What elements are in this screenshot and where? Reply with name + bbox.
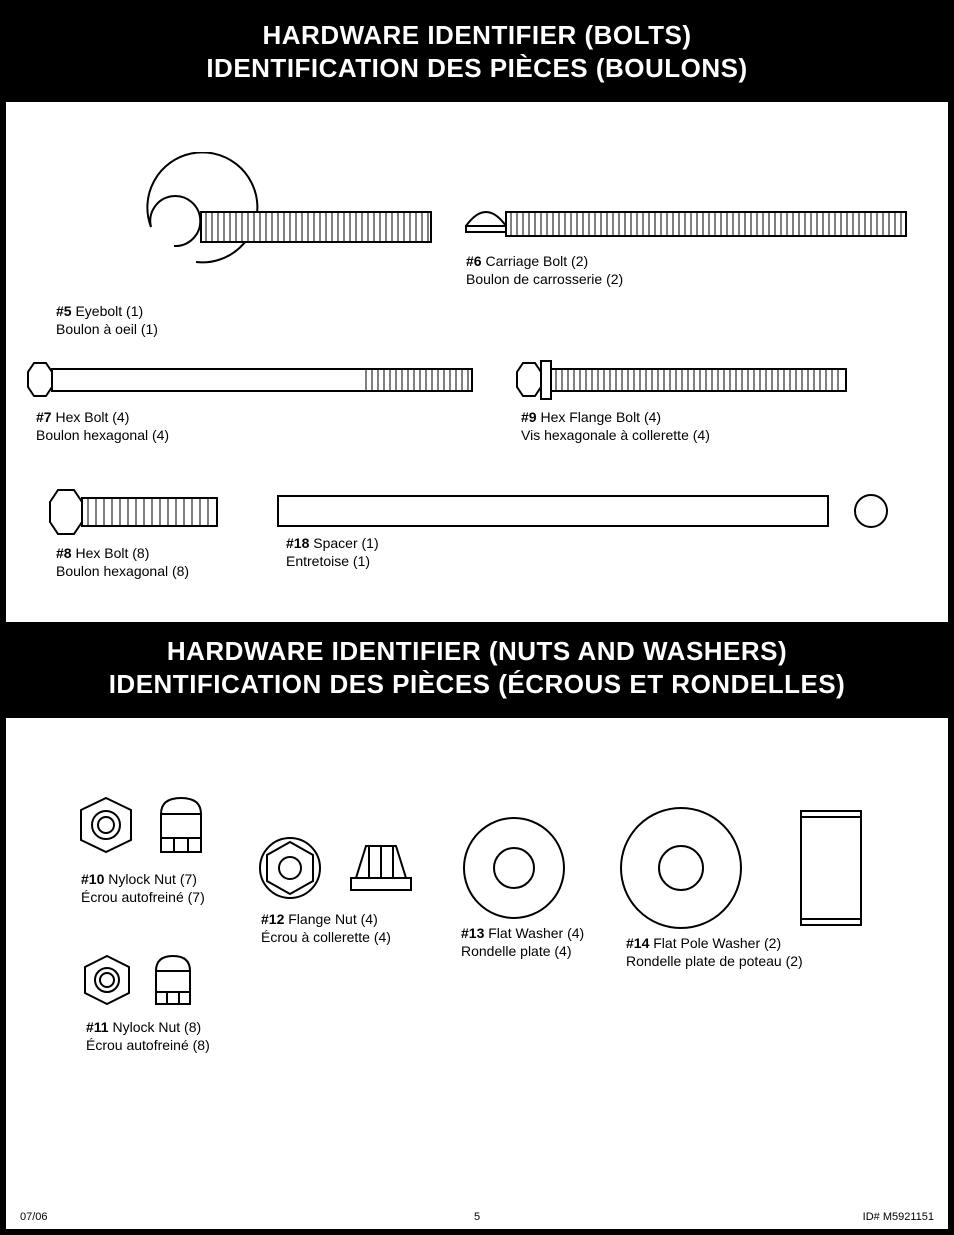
hex-long-en: Hex Bolt (4) (55, 409, 129, 425)
hex-long-ref: #7 (36, 409, 52, 425)
flange-bolt-illustration (511, 357, 851, 407)
eyebolt-ref: #5 (56, 303, 72, 319)
flat-washer-label: #13 Flat Washer (4) Rondelle plate (4) (461, 924, 584, 960)
carriage-bolt-illustration (456, 192, 916, 252)
hex-short-ref: #8 (56, 545, 72, 561)
nylock-small-label: #11 Nylock Nut (8) Écrou autofreiné (8) (86, 1018, 210, 1054)
hex-short-en: Hex Bolt (8) (75, 545, 149, 561)
flange-nut-illustration (256, 828, 426, 908)
spacer-ref: #18 (286, 535, 309, 551)
footer-date: 07/06 (20, 1211, 48, 1223)
flange-nut-ref: #12 (261, 911, 284, 927)
header-nuts: HARDWARE IDENTIFIER (NUTS AND WASHERS) I… (6, 622, 948, 718)
header-nuts-subtitle: IDENTIFICATION DES PIÈCES (ÉCROUS ET RON… (16, 669, 938, 700)
section-nuts: #10 Nylock Nut (7) Écrou autofreiné (7) (6, 718, 948, 1148)
spacer-en: Spacer (1) (313, 535, 378, 551)
nylock-small-fr: Écrou autofreiné (8) (86, 1037, 210, 1053)
header-nuts-title: HARDWARE IDENTIFIER (NUTS AND WASHERS) (16, 636, 938, 667)
header-bolts-subtitle: IDENTIFICATION DES PIÈCES (BOULONS) (16, 53, 938, 84)
spacer-fr: Entretoise (1) (286, 553, 370, 569)
flat-washer-fr: Rondelle plate (4) (461, 943, 572, 959)
nylock-large-ref: #10 (81, 871, 104, 887)
hex-bolt-short-illustration (46, 482, 226, 542)
flat-washer-illustration (456, 813, 576, 923)
pole-washer-ref: #14 (626, 935, 649, 951)
pole-washer-fr: Rondelle plate de poteau (2) (626, 953, 803, 969)
flat-washer-en: Flat Washer (4) (488, 925, 584, 941)
flange-label: #9 Hex Flange Bolt (4) Vis hexagonale à … (521, 408, 710, 444)
carriage-ref: #6 (466, 253, 482, 269)
hex-bolt-long-illustration (26, 357, 476, 407)
page-footer: 07/06 5 ID# M5921151 (6, 1211, 948, 1223)
pole-washer-en: Flat Pole Washer (2) (653, 935, 781, 951)
nylock-large-label: #10 Nylock Nut (7) Écrou autofreiné (7) (81, 870, 205, 906)
carriage-fr: Boulon de carrosserie (2) (466, 271, 623, 287)
eyebolt-label: #5 Eyebolt (1) Boulon à oeil (1) (56, 302, 158, 338)
spacer-label: #18 Spacer (1) Entretoise (1) (286, 534, 379, 570)
footer-page-number: 5 (6, 1211, 948, 1223)
flange-ref: #9 (521, 409, 537, 425)
flange-nut-en: Flange Nut (4) (288, 911, 377, 927)
pole-washer-illustration (616, 803, 896, 933)
eyebolt-fr: Boulon à oeil (1) (56, 321, 158, 337)
flange-nut-label: #12 Flange Nut (4) Écrou à collerette (4… (261, 910, 391, 946)
flange-fr: Vis hexagonale à collerette (4) (521, 427, 710, 443)
nylock-large-illustration (76, 788, 226, 868)
hex-short-fr: Boulon hexagonal (8) (56, 563, 189, 579)
footer-id: ID# M5921151 (863, 1211, 934, 1223)
flange-nut-fr: Écrou à collerette (4) (261, 929, 391, 945)
nylock-small-illustration (81, 948, 211, 1018)
page: HARDWARE IDENTIFIER (BOLTS) IDENTIFICATI… (0, 0, 954, 1235)
header-bolts-title: HARDWARE IDENTIFIER (BOLTS) (16, 20, 938, 51)
eyebolt-illustration (46, 152, 436, 302)
carriage-label: #6 Carriage Bolt (2) Boulon de carrosser… (466, 252, 623, 288)
nylock-large-en: Nylock Nut (7) (108, 871, 197, 887)
flat-washer-ref: #13 (461, 925, 484, 941)
flange-en: Hex Flange Bolt (4) (540, 409, 661, 425)
nylock-small-en: Nylock Nut (8) (112, 1019, 201, 1035)
spacer-illustration (276, 492, 896, 532)
section-bolts: #5 Eyebolt (1) Boulon à oeil (1) #6 Carr… (6, 102, 948, 622)
nylock-large-fr: Écrou autofreiné (7) (81, 889, 205, 905)
hex-long-label: #7 Hex Bolt (4) Boulon hexagonal (4) (36, 408, 169, 444)
header-bolts: HARDWARE IDENTIFIER (BOLTS) IDENTIFICATI… (6, 6, 948, 102)
hex-long-fr: Boulon hexagonal (4) (36, 427, 169, 443)
nylock-small-ref: #11 (86, 1019, 109, 1035)
pole-washer-label: #14 Flat Pole Washer (2) Rondelle plate … (626, 934, 803, 970)
carriage-en: Carriage Bolt (2) (485, 253, 588, 269)
eyebolt-en: Eyebolt (1) (75, 303, 143, 319)
hex-short-label: #8 Hex Bolt (8) Boulon hexagonal (8) (56, 544, 189, 580)
